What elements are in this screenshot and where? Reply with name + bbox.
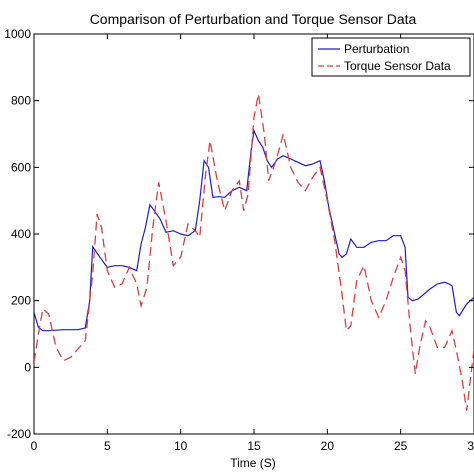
y-tick-label: 200 (11, 294, 31, 308)
chart-title: Comparison of Perturbation and Torque Se… (90, 11, 417, 27)
x-axis-label: Time (S) (230, 456, 276, 470)
x-tick-label: 15 (247, 439, 261, 453)
x-tick-label: 30 (467, 439, 474, 453)
legend: Perturbation Torque Sensor Data (311, 37, 471, 77)
x-tick-label: 0 (31, 439, 38, 453)
y-tick-label: 1000 (4, 27, 31, 41)
y-tick-label: 400 (11, 227, 31, 241)
x-tick-label: 10 (174, 439, 188, 453)
series-line-perturbation (34, 128, 474, 332)
y-tick-label: 600 (11, 160, 31, 174)
x-tick-label: 25 (394, 439, 408, 453)
plot-area (33, 33, 474, 435)
legend-label: Torque Sensor Data (344, 59, 451, 73)
y-tick-label: 800 (11, 94, 31, 108)
x-tick-label: 5 (104, 439, 111, 453)
y-tick-label: -200 (7, 427, 31, 441)
x-tick-label: 20 (321, 439, 335, 453)
series-line-torque-sensor-data (34, 93, 474, 411)
legend-box (311, 37, 471, 77)
legend-label: Perturbation (344, 42, 409, 56)
y-tick-label: 0 (24, 360, 31, 374)
series-group (34, 93, 474, 411)
